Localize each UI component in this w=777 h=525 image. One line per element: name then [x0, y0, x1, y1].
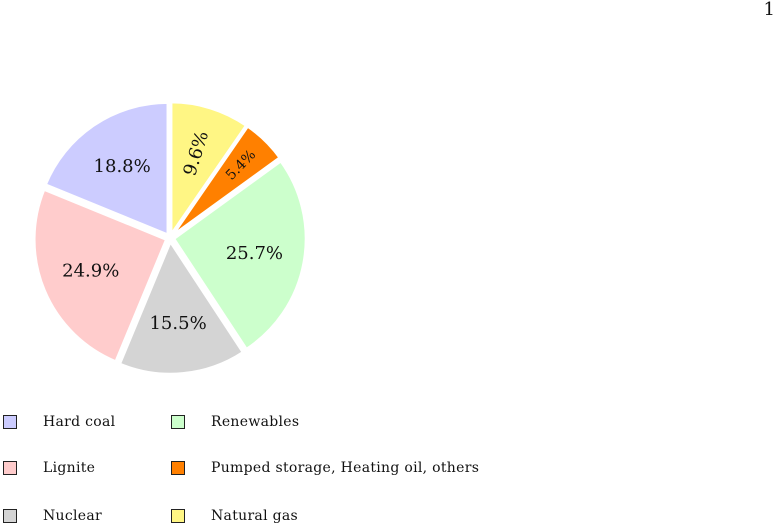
legend-swatch [3, 415, 17, 429]
slice-label: 15.5% [149, 313, 206, 334]
legend-item-hard-coal: Hard coal [3, 413, 115, 431]
legend-label: Hard coal [43, 414, 116, 430]
legend-label: Lignite [43, 460, 96, 476]
legend-label: Pumped storage, Heating oil, others [211, 460, 480, 476]
legend-item-lignite: Lignite [3, 459, 95, 477]
pie-slice-lignite [33, 187, 168, 364]
legend-item-renewables: Renewables [171, 413, 299, 431]
pie-slice-nuclear [118, 239, 245, 376]
legend-swatch [171, 509, 185, 523]
legend-label: Nuclear [43, 508, 103, 524]
pie-slice-natural-gas [169, 100, 248, 239]
slice-label: 24.9% [62, 261, 119, 282]
legend-item-nuclear: Nuclear [3, 507, 102, 525]
legend-swatch [3, 509, 17, 523]
pie-slice-renewables [172, 159, 308, 351]
legend-swatch [171, 461, 185, 475]
legend-item-pumped-storage-heating-oil-others: Pumped storage, Heating oil, others [171, 459, 479, 477]
slice-label: 25.7% [226, 243, 283, 264]
pie-slice-pumped-storage-heating-oil-others [171, 124, 282, 237]
pie-slice-hard-coal [43, 101, 170, 237]
page-number: 1 [763, 0, 775, 20]
legend-label: Renewables [211, 414, 300, 430]
pie-chart: 9.6% 5.4%25.7%15.5%24.9%18.8% [33, 100, 308, 376]
slice-label: 18.8% [94, 156, 151, 177]
legend-swatch [3, 461, 17, 475]
legend-item-natural-gas: Natural gas [171, 507, 298, 525]
legend-label: Natural gas [211, 508, 298, 524]
legend-swatch [171, 415, 185, 429]
